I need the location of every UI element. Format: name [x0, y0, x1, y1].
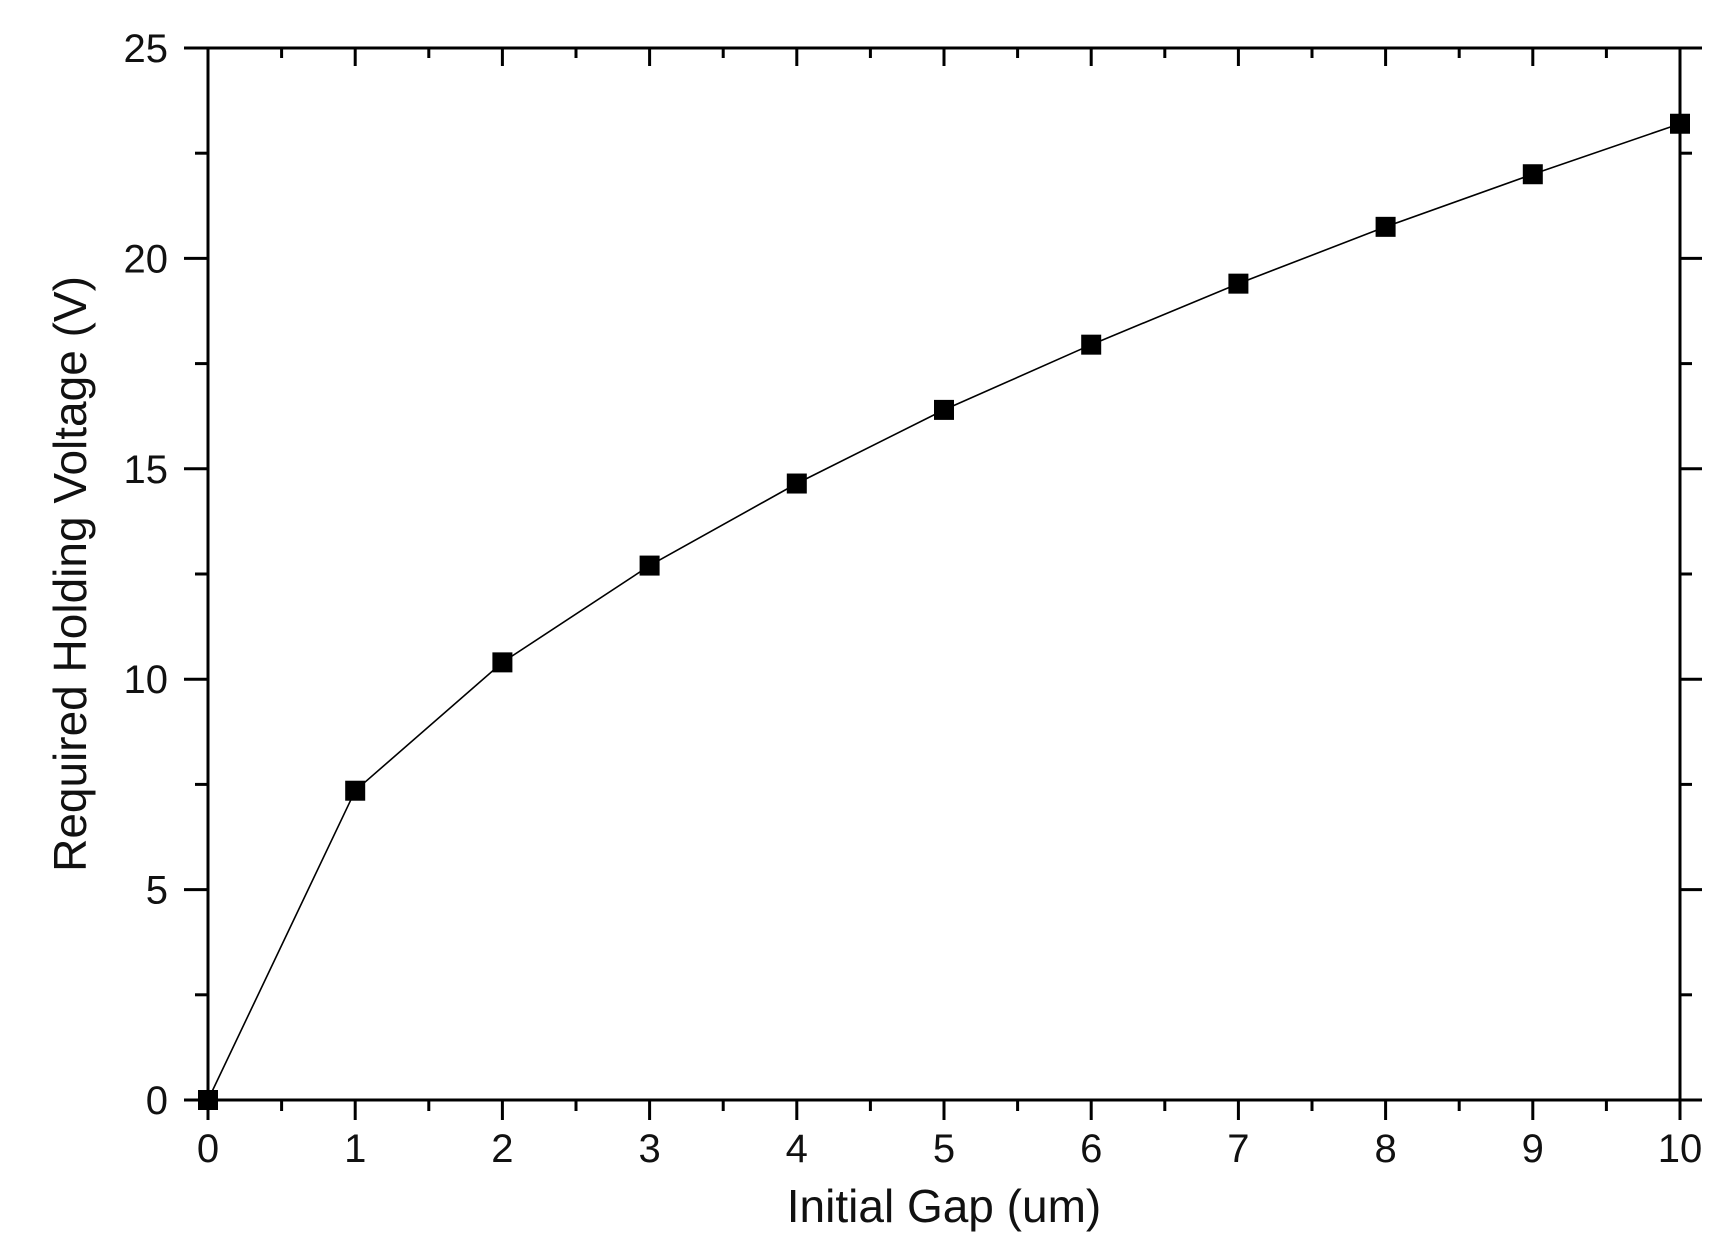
x-tick-label: 3	[638, 1127, 660, 1171]
x-tick-label: 7	[1227, 1127, 1249, 1171]
x-tick-label: 8	[1374, 1127, 1396, 1171]
line-layer	[207, 122, 1681, 1101]
y-tick-label: 5	[146, 869, 168, 913]
data-point-marker	[1375, 216, 1396, 237]
y-tick-label: 15	[124, 448, 169, 492]
y-tick-label: 20	[124, 237, 169, 281]
x-tick-label: 10	[1658, 1127, 1703, 1171]
data-point-marker	[198, 1090, 218, 1110]
series-line	[207, 122, 1681, 1101]
x-tick-label: 0	[197, 1127, 219, 1171]
data-point-marker	[1228, 273, 1249, 294]
x-tick-label: 4	[786, 1127, 808, 1171]
y-tick-label: 0	[146, 1079, 168, 1123]
plot-frame	[206, 46, 1682, 1102]
y-tick-label: 25	[124, 27, 169, 71]
x-tick-label: 5	[933, 1127, 955, 1171]
y-axis-title: Required Holding Voltage (V)	[44, 276, 96, 872]
x-axis-title: Initial Gap (um)	[787, 1180, 1101, 1232]
y-tick-label: 10	[124, 658, 169, 702]
marker-layer	[198, 113, 1690, 1110]
x-tick-label: 1	[344, 1127, 366, 1171]
x-tick-label: 2	[491, 1127, 513, 1171]
data-point-marker	[639, 555, 660, 576]
x-tick-label: 9	[1522, 1127, 1544, 1171]
data-point-marker	[1081, 334, 1102, 355]
data-point-marker	[934, 399, 954, 420]
data-point-marker	[786, 473, 807, 494]
data-point-marker	[492, 652, 513, 673]
data-point-marker	[1670, 113, 1690, 134]
data-point-marker	[345, 780, 366, 801]
data-point-marker	[1522, 164, 1543, 185]
ticks-layer: 0 1 2 3 4 5 6 7 8 9 10 0 5 10 15 20 25	[124, 27, 1703, 1171]
x-tick-label: 6	[1080, 1127, 1102, 1171]
